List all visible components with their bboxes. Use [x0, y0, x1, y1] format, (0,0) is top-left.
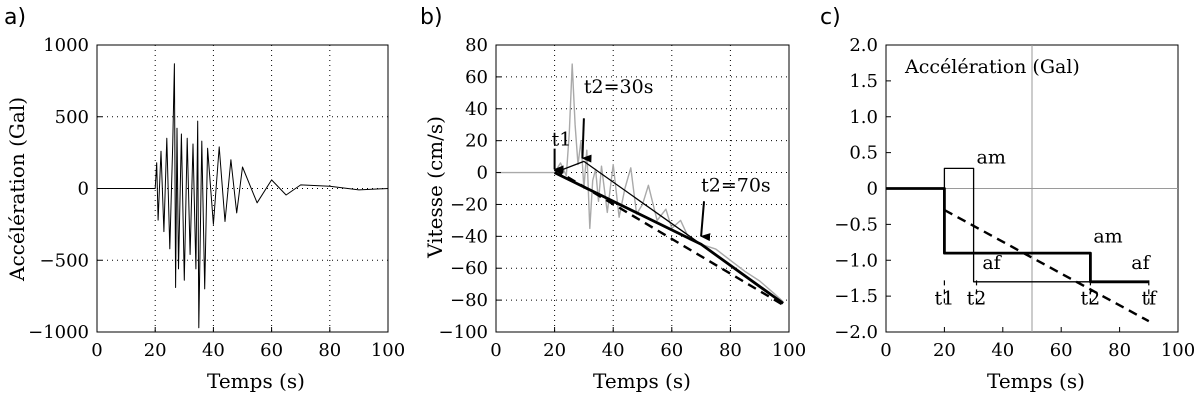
panel-a-y-tick-label-3: −500 — [40, 250, 89, 271]
panel-a-x-tick-label-5: 100 — [371, 340, 405, 361]
panel-c: c) 0 20 40 60 80 100 2.0 1.5 1.0 0.5 0 −0.5 −1.0 −1.… — [820, 5, 1195, 393]
panel-a-y-tick-label-0: 1000 — [43, 35, 89, 56]
panel-c-annotation-1: af — [982, 252, 1002, 274]
panel-b-y-tick-label-1: 60 — [465, 67, 488, 88]
panel-b: b) 0 20 40 60 80 100 80 60 40 20 0 −20 −40 −60 −80 −10… — [420, 5, 806, 393]
panel-a-y-ticks: 1000 500 0 −500 −1000 — [28, 35, 102, 343]
panel-c-plot-area: 0 20 40 60 80 100 2.0 1.5 1.0 0.5 0 −0.5 −1.0 −1.5 −2… — [834, 35, 1195, 361]
panel-b-y-tick-label-2: 40 — [465, 99, 488, 120]
panel-c-x-tick-label-3: 60 — [1050, 340, 1073, 361]
panel-c-y-tick-label-2: 1.0 — [849, 107, 878, 128]
panel-b-frame — [495, 44, 790, 333]
panel-c-y-ticks: 2.0 1.5 1.0 0.5 0 −0.5 −1.0 −1.5 −2.0 — [834, 35, 891, 343]
panel-b-x-tick-label-3: 60 — [660, 340, 683, 361]
panel-b-series — [496, 63, 784, 306]
panel-a-y-tick-label-1: 500 — [55, 107, 89, 128]
panel-b-y-tick-label-9: −100 — [439, 322, 488, 343]
panel-b-series-line-2 — [553, 171, 784, 305]
panel-c-series-line-1 — [943, 167, 1149, 283]
panel-b-y-tick-label-4: 0 — [477, 163, 488, 184]
panel-a-series — [97, 63, 389, 329]
panel-a-label: a) — [4, 5, 26, 30]
panel-c-annotation-0: am — [977, 146, 1006, 168]
panel-a-x-tick-label-1: 20 — [144, 340, 167, 361]
panel-c-x-tick-label-4: 80 — [1108, 340, 1131, 361]
panel-c-inner-title: Accélération (Gal) — [904, 56, 1080, 78]
panel-a-x-tick-label-2: 40 — [202, 340, 225, 361]
panel-a-series-line-0 — [97, 63, 389, 329]
panel-a-x-axis-label: Temps (s) — [207, 369, 305, 393]
panel-b-x-ticks: 0 20 40 60 80 100 — [490, 327, 806, 361]
panel-c-y-tick-label-3: 0.5 — [849, 143, 878, 164]
panel-c-y-tick-label-1: 1.5 — [849, 71, 878, 92]
panel-a-grid — [97, 45, 388, 332]
panel-b-y-tick-label-0: 80 — [465, 35, 488, 56]
panel-c-annotation-7: tf — [1141, 288, 1158, 310]
panel-a-x-tick-label-4: 80 — [318, 340, 341, 361]
panel-c-x-tick-label-2: 40 — [991, 340, 1014, 361]
panel-b-annotation-0: t1 — [552, 128, 572, 150]
panel-c-annotation-3: af — [1131, 252, 1151, 274]
panel-b-y-tick-label-6: −40 — [450, 226, 488, 247]
panel-c-y-tick-label-7: −1.5 — [834, 286, 878, 307]
panel-c-x-tick-label-1: 20 — [933, 340, 956, 361]
panel-a-y-tick-label-4: −1000 — [28, 322, 89, 343]
panel-b-y-tick-label-8: −80 — [450, 290, 488, 311]
panel-a: a) 0 20 40 60 80 100 1000 500 0 −500 −1000 Temps … — [4, 5, 405, 393]
panel-b-y-tick-label-3: 20 — [465, 131, 488, 152]
panel-b-arrow-2 — [700, 201, 711, 242]
panel-c-label: c) — [820, 5, 841, 30]
panel-b-x-axis-label: Temps (s) — [593, 369, 691, 393]
panel-b-annotation-1: t2=30s — [584, 76, 654, 98]
panel-c-annotation-2: am — [1093, 225, 1122, 247]
panel-c-x-tick-label-0: 0 — [880, 340, 891, 361]
panel-c-y-tick-label-8: −2.0 — [834, 322, 878, 343]
panel-b-y-tick-label-5: −20 — [450, 194, 488, 215]
panel-a-plot-area: 0 20 40 60 80 100 1000 500 0 −500 −1000 — [28, 35, 405, 361]
panel-b-plot-area: 0 20 40 60 80 100 80 60 40 20 0 −20 −40 −60 −80 −100 t… — [439, 35, 807, 361]
panel-b-x-tick-label-5: 100 — [772, 340, 806, 361]
panel-c-x-ticks: 0 20 40 60 80 100 — [880, 327, 1195, 361]
panel-c-series-line-2 — [943, 208, 1150, 323]
panel-c-y-tick-label-4: 0 — [867, 179, 878, 200]
panel-b-x-tick-label-4: 80 — [719, 340, 742, 361]
panel-b-x-tick-label-0: 0 — [490, 340, 501, 361]
panel-c-x-tick-label-5: 100 — [1161, 340, 1195, 361]
panel-b-annotations: t1 t2=30s t2=70s — [552, 76, 771, 242]
panel-c-y-tick-label-0: 2.0 — [849, 35, 878, 56]
panel-a-x-ticks: 0 20 40 60 80 100 — [91, 327, 405, 361]
panel-b-y-tick-label-7: −60 — [450, 258, 488, 279]
panel-b-x-tick-label-1: 20 — [543, 340, 566, 361]
panel-c-y-tick-label-6: −1.0 — [834, 250, 878, 271]
panel-c-x-axis-label: Temps (s) — [987, 369, 1085, 393]
panel-a-y-axis-label: Accélération (Gal) — [5, 97, 29, 282]
panel-a-x-tick-label-3: 60 — [260, 340, 283, 361]
panel-b-y-axis-label: Vitesse (cm/s) — [423, 116, 447, 259]
panel-c-y-tick-label-5: −0.5 — [834, 214, 878, 235]
panel-a-y-tick-label-2: 0 — [78, 179, 89, 200]
panel-c-series — [886, 167, 1150, 323]
panel-b-x-tick-label-2: 40 — [602, 340, 625, 361]
panel-a-x-tick-label-0: 0 — [91, 340, 102, 361]
panel-b-arrow-1 — [581, 118, 592, 163]
panel-b-annotation-2: t2=70s — [701, 175, 771, 197]
panel-b-label: b) — [420, 5, 443, 30]
panel-b-y-ticks: 80 60 40 20 0 −20 −40 −60 −80 −100 — [439, 35, 501, 343]
